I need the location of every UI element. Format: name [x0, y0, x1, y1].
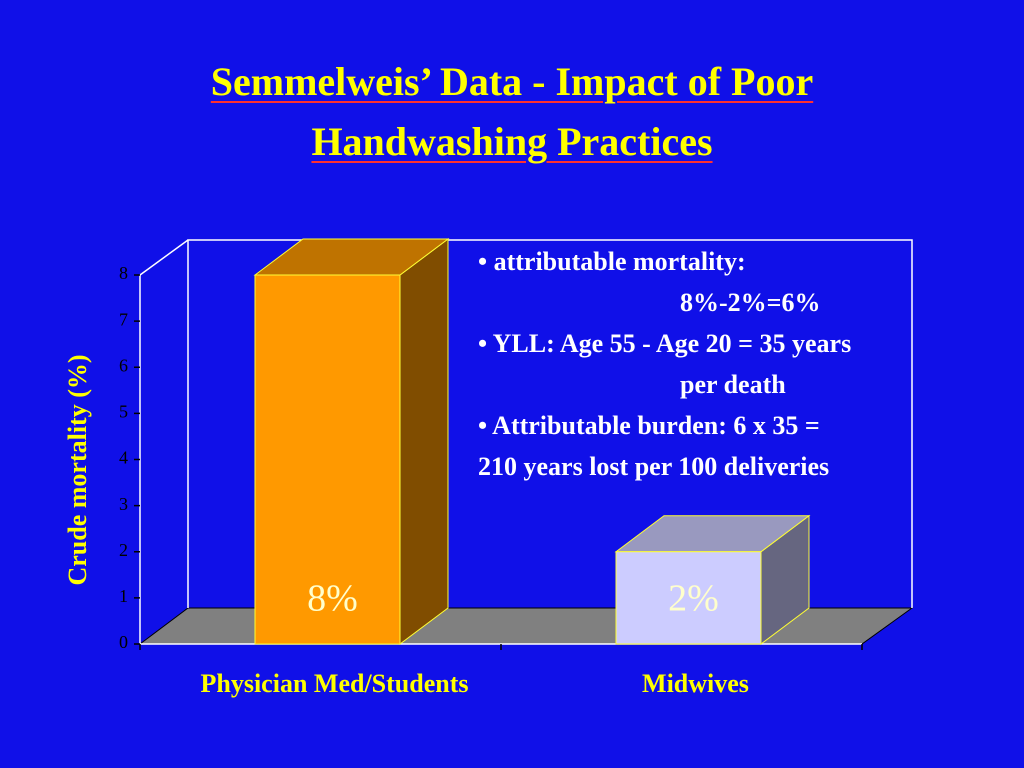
bar: [254, 274, 401, 645]
y-tick-label: 8: [119, 263, 128, 283]
bar: [615, 551, 762, 645]
bar-side: [399, 238, 449, 645]
y-tick-label: 3: [119, 494, 128, 514]
annotation: 210 years lost per 100 deliveries: [478, 452, 829, 481]
chart-title: Semmelweis’ Data - Impact of Poor Handwa…: [210, 59, 814, 164]
y-tick-label: 1: [119, 586, 128, 606]
annotation: 8%-2%=6%: [680, 288, 820, 317]
annotation: • YLL: Age 55 - Age 20 = 35 years: [478, 329, 851, 358]
value-label: 2%: [668, 578, 719, 620]
annotation: • Attributable burden: 6 x 35 =: [478, 411, 820, 440]
y-tick-label: 5: [119, 402, 128, 422]
side-wall-edge: [139, 239, 189, 276]
annotation: per death: [680, 370, 786, 399]
y-tick-label: 0: [119, 632, 128, 652]
y-tick-label: 4: [119, 448, 128, 468]
y-tick-label: 6: [119, 355, 128, 375]
annotation: • attributable mortality:: [478, 247, 746, 276]
back-wall: [187, 239, 913, 608]
y-axis-label: Crude mortality (%): [63, 354, 92, 585]
x-tick-label: Physician Med/Students: [201, 669, 469, 698]
x-tick-label: Midwives: [642, 669, 749, 698]
value-label: 8%: [307, 578, 358, 620]
y-tick-label: 2: [119, 540, 128, 560]
y-tick-label: 7: [119, 309, 128, 329]
